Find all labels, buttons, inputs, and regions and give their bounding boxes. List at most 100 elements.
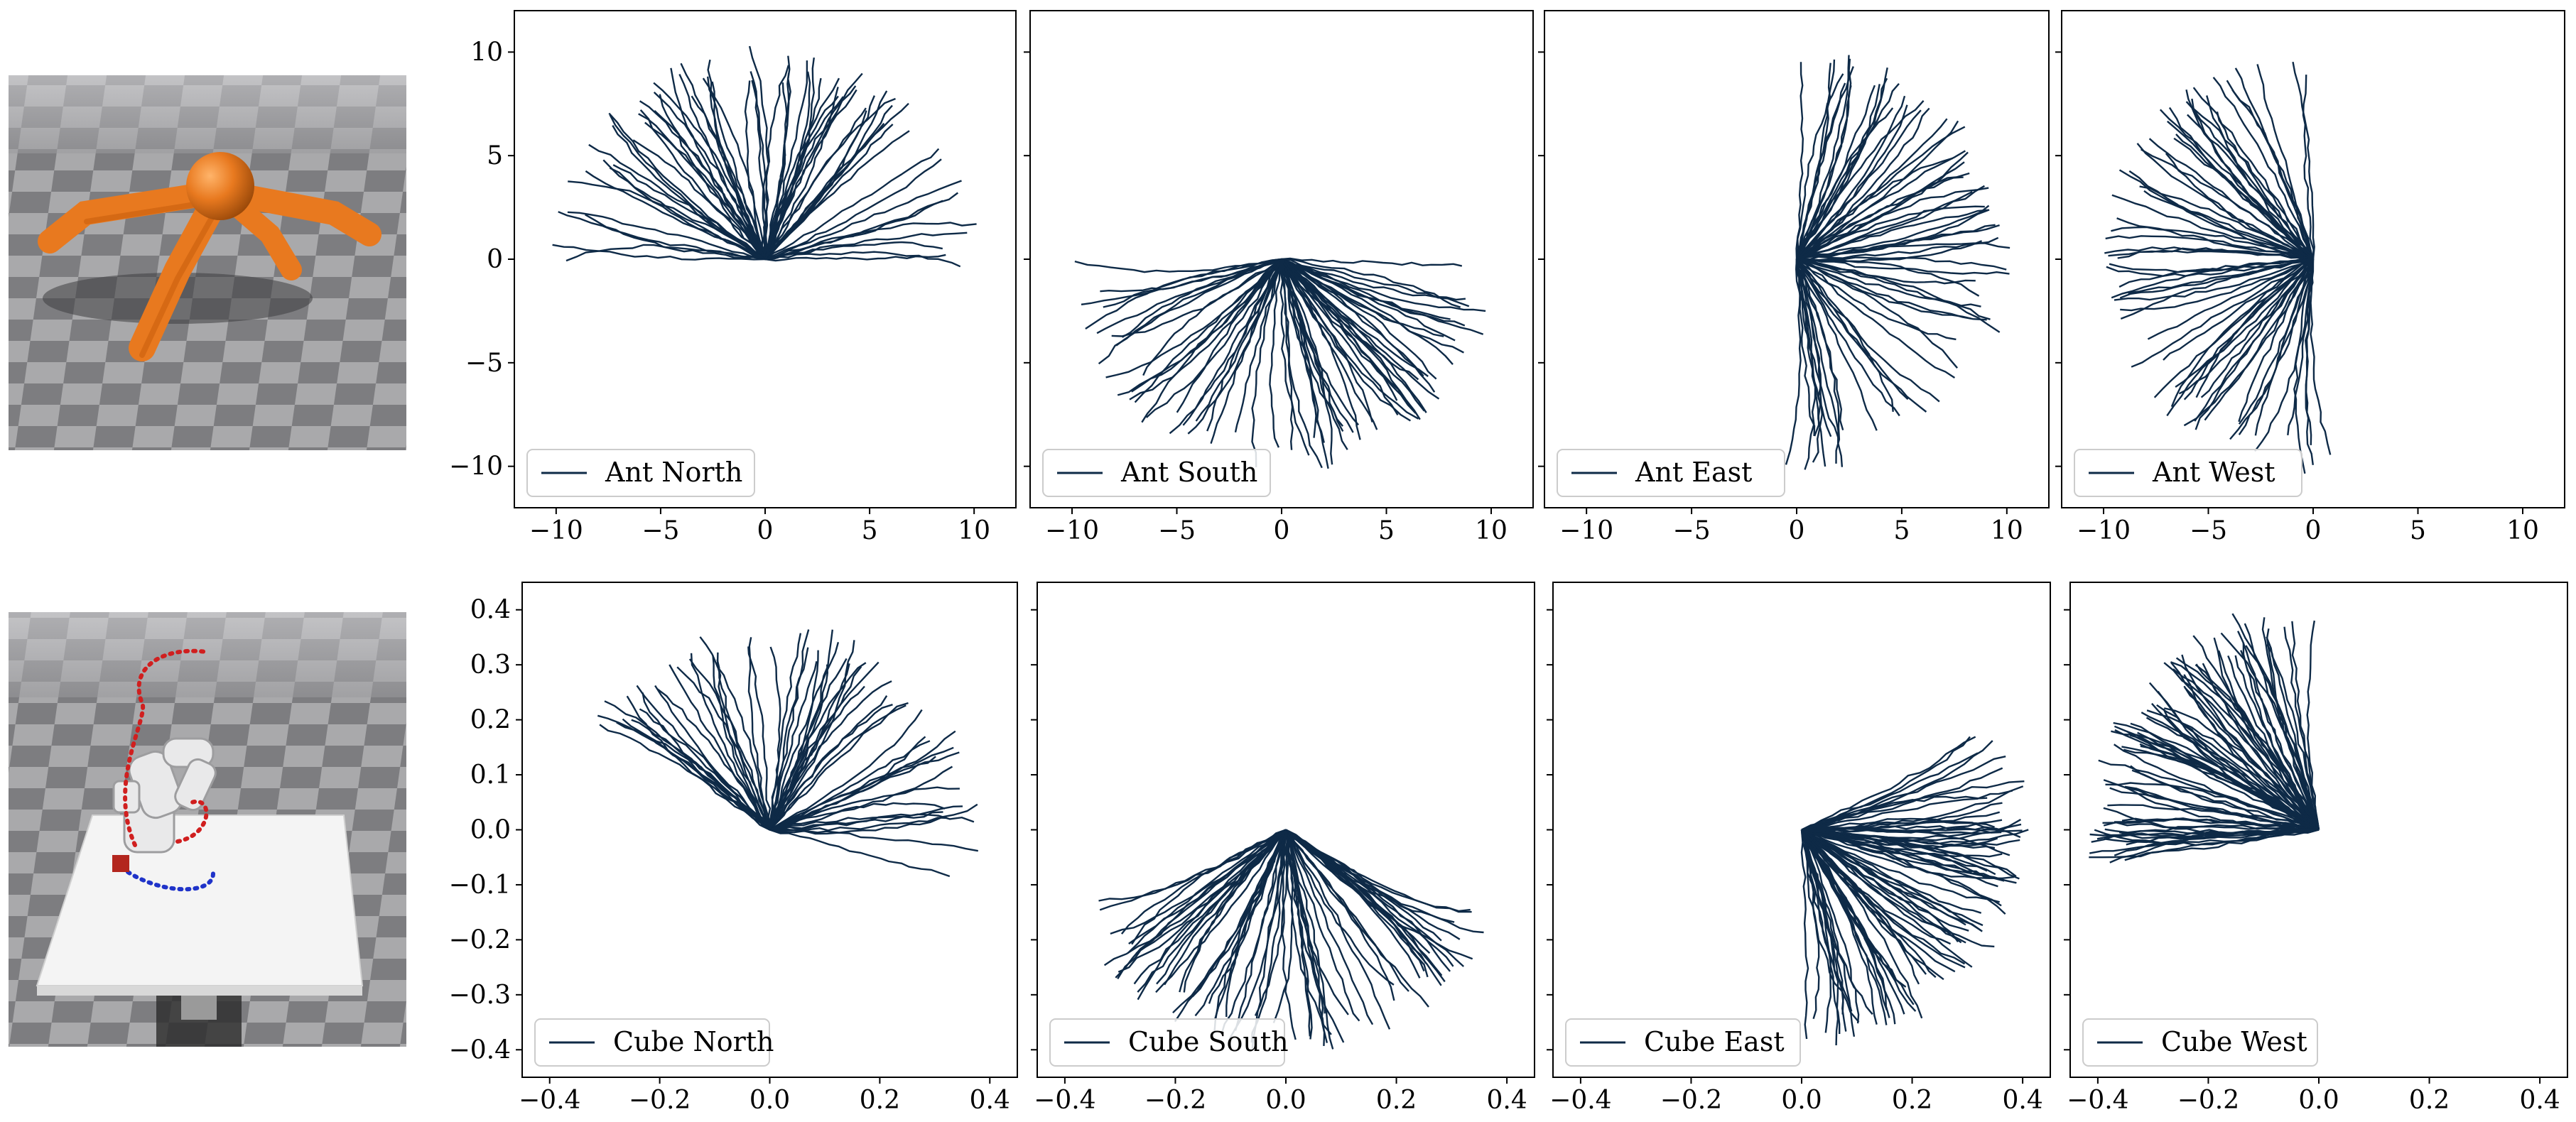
trajectory-line (1281, 258, 1429, 377)
x-tick-label: 5 (1893, 516, 1910, 545)
y-tick-label: 0.4 (470, 596, 511, 625)
trajectory-line (769, 704, 907, 831)
trajectory-line (2191, 98, 2314, 260)
trajectory-line (2103, 779, 2320, 831)
trajectory-line (2145, 717, 2320, 831)
trajectory-line (653, 92, 767, 260)
trajectory-line (1210, 258, 1283, 444)
trajectory-line (2130, 765, 2320, 831)
trajectory-line (769, 751, 960, 831)
trajectory-line (1801, 828, 2011, 856)
y-tick-label: 0.0 (470, 816, 511, 845)
trajectory-line (1800, 829, 1860, 1023)
trajectory-line (2140, 148, 2314, 260)
legend-label: Ant North (605, 457, 742, 488)
trajectory-line (1801, 829, 1969, 932)
trajectory-line (1795, 258, 1817, 470)
x-tick-label: 0.2 (2409, 1086, 2450, 1115)
ant-south-legend: Ant South (1042, 449, 1271, 497)
ant-west-legend: Ant West (2074, 449, 2302, 497)
trajectory-line (1800, 829, 1944, 981)
ant-south-trajectories (1074, 257, 1486, 469)
ant-east-trajectories (1785, 55, 2011, 470)
trajectory-line (1111, 258, 1282, 337)
trajectory-line (748, 45, 770, 260)
trajectory-line (2212, 77, 2315, 260)
trajectory-line (2118, 258, 2314, 288)
ant-east-legend: Ant East (1557, 449, 1785, 497)
trajectory-line (1795, 258, 1940, 403)
trajectory-line (1228, 829, 1287, 1039)
trajectory-line (1284, 829, 1311, 1037)
cube-north-trajectories (597, 629, 979, 878)
trajectory-line (567, 211, 766, 261)
x-tick-label: 0.4 (2002, 1086, 2042, 1115)
trajectory-line (616, 721, 771, 831)
legend-label: Cube East (1644, 1026, 1785, 1057)
trajectory-line (653, 82, 767, 260)
trajectory-line (764, 241, 943, 261)
trajectory-line (2147, 258, 2314, 340)
trajectory-line (1796, 109, 1922, 260)
trajectory-line (608, 112, 766, 260)
trajectory-line (1796, 258, 1956, 379)
trajectory-line (769, 766, 953, 831)
trajectory-line (1285, 829, 1442, 986)
trajectory-line (1280, 258, 1348, 450)
y-tick-label: −0.4 (449, 1035, 511, 1064)
y-tick-label: −0.2 (449, 925, 511, 954)
trajectory-line (2302, 75, 2315, 260)
trajectory-line (1800, 829, 1917, 1012)
trajectory-line (769, 661, 818, 830)
x-tick-label: −10 (1559, 516, 1613, 545)
trajectory-line (2206, 95, 2314, 260)
trajectory-line (2109, 828, 2320, 864)
y-tick-label: 0.3 (470, 650, 511, 680)
trajectory-line (632, 139, 766, 260)
trajectory-line (2195, 258, 2314, 398)
trajectory-line (1796, 258, 2001, 333)
trajectory-line (1796, 258, 1991, 320)
trajectory-line (1795, 258, 1822, 437)
trajectory-line (1281, 258, 1444, 337)
trajectory-line (1120, 829, 1287, 935)
trajectory-line (2117, 247, 2314, 261)
trajectory-line (2244, 623, 2320, 831)
x-tick-label: −0.2 (629, 1086, 691, 1115)
trajectory-line (764, 123, 885, 260)
y-tick-label: 0.1 (470, 761, 511, 790)
trajectory-line (2254, 258, 2315, 452)
trajectory-line (2292, 61, 2315, 260)
trajectory-line (2129, 734, 2320, 831)
trajectory-line (2310, 258, 2332, 455)
trajectory-line (558, 211, 766, 261)
trajectory-line (639, 109, 766, 260)
trajectory-line (711, 81, 767, 260)
x-tick-label: 0.0 (2298, 1086, 2339, 1115)
trajectory-line (2204, 258, 2314, 421)
trajectory-line (764, 180, 962, 261)
trajectory-line (769, 702, 909, 831)
trajectory-line (656, 688, 771, 830)
trajectory-line (2111, 258, 2314, 299)
trajectory-line (769, 641, 840, 830)
trajectory-line (1796, 258, 1971, 320)
trajectory-line (1280, 258, 1333, 465)
trajectory-line (1801, 829, 1995, 948)
trajectory-line (769, 666, 862, 831)
x-tick-label: 5 (2410, 516, 2426, 545)
trajectory-line (747, 637, 771, 830)
x-tick-label: −10 (2077, 516, 2131, 545)
legend-label: Ant East (1635, 457, 1752, 488)
trajectory-line (1795, 258, 1927, 413)
x-tick-label: −5 (642, 516, 679, 545)
trajectory-line (2192, 107, 2315, 260)
cube-east-chart: −0.4 −0.2 0.0 0.2 0.4 Cube East (1547, 582, 2051, 1115)
trajectory-line (688, 658, 771, 830)
cube-south-legend: Cube South (1049, 1018, 1289, 1067)
x-tick-label: 10 (958, 516, 990, 545)
trajectory-line (1795, 77, 1888, 260)
trajectory-line (1281, 258, 1451, 320)
ant-north-chart: −10 −5 0 5 10 −10 −5 0 5 10 Ant North (449, 10, 1017, 545)
x-tick-label: −5 (1673, 516, 1711, 545)
